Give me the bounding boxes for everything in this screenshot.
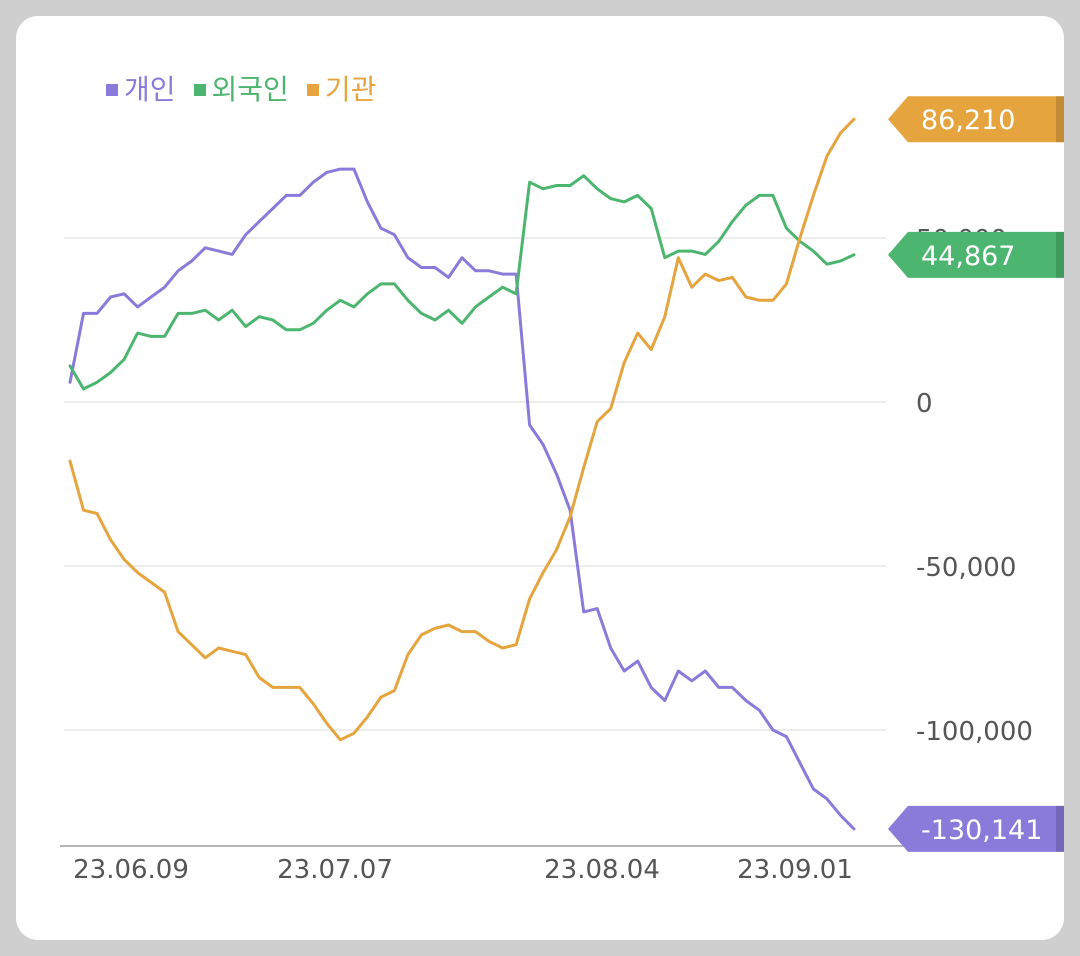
x-tick-label: 23.06.09 <box>73 855 189 885</box>
last-value-label: -130,141 <box>921 815 1042 846</box>
callout-edge <box>1056 231 1064 278</box>
y-tick-label: -100,000 <box>916 717 1033 747</box>
legend: 개인 외국인 기관 <box>106 68 376 108</box>
callout-edge <box>1056 96 1064 143</box>
x-tick-label: 23.08.04 <box>544 855 660 885</box>
legend-label: 외국인 <box>211 73 289 106</box>
chart-card: 개인 외국인 기관 50,0000-50,000-100,00023.06.09… <box>16 16 1064 940</box>
legend-swatch-icon <box>193 84 206 96</box>
series-line-1 <box>68 174 856 391</box>
legend-label: 개인 <box>124 73 176 106</box>
y-tick-label: 0 <box>916 389 933 419</box>
y-tick-label: -50,000 <box>916 553 1016 583</box>
callout-edge <box>1056 805 1064 852</box>
last-value-label: 86,210 <box>921 105 1015 136</box>
legend-item-institution[interactable]: 기관 <box>306 68 377 108</box>
series-line-0 <box>68 167 856 831</box>
x-tick-label: 23.07.07 <box>277 855 393 885</box>
last-value-callout <box>888 231 1064 278</box>
line-chart: 50,0000-50,000-100,00023.06.0923.07.0723… <box>60 96 1064 885</box>
last-value-callout <box>888 96 1064 143</box>
legend-swatch-icon <box>106 84 118 96</box>
series-line-2 <box>68 117 856 742</box>
legend-item-individual[interactable]: 개인 <box>106 68 176 108</box>
last-value-callout <box>888 805 1064 852</box>
legend-swatch-icon <box>306 84 319 96</box>
legend-item-foreign[interactable]: 외국인 <box>193 68 289 108</box>
legend-label: 기관 <box>324 73 377 106</box>
last-value-label: 44,867 <box>921 241 1015 272</box>
x-tick-label: 23.09.01 <box>737 855 853 885</box>
